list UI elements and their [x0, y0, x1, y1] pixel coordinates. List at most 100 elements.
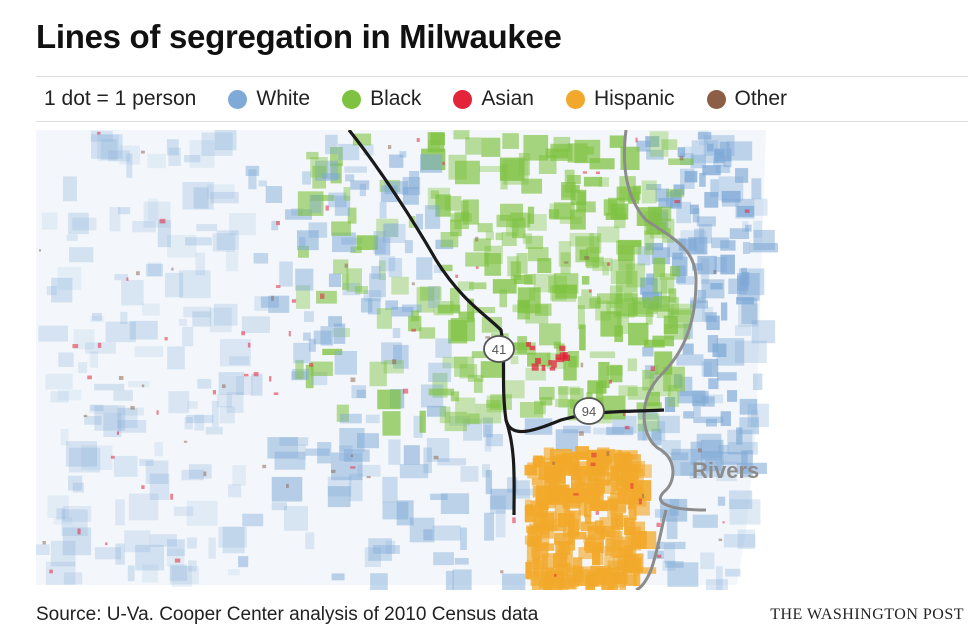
legend-item-asian: Asian [453, 87, 534, 111]
white-population-block [739, 398, 758, 415]
white-population-block [245, 165, 260, 176]
other-population-block [118, 375, 124, 380]
white-population-block [700, 552, 715, 570]
black-population-block [563, 356, 577, 381]
white-population-block [344, 166, 367, 173]
white-population-block [189, 140, 215, 168]
white-population-block [78, 362, 88, 374]
white-population-block [689, 204, 699, 215]
asian-population-block [607, 262, 611, 266]
black-population-block [444, 411, 467, 432]
other-population-block [183, 440, 188, 443]
white-population-block [254, 296, 269, 311]
white-population-block [717, 496, 726, 506]
white-population-block [705, 418, 717, 427]
hispanic-population-block [575, 446, 590, 460]
asian-population-block [559, 345, 566, 352]
white-population-block [271, 220, 279, 231]
hispanic-population-block [531, 477, 544, 486]
black-population-block [500, 203, 524, 221]
asian-population-block [243, 373, 249, 377]
black-population-block [369, 361, 387, 387]
black-population-block [454, 356, 475, 377]
other-population-block [718, 538, 723, 542]
black-population-block [439, 264, 453, 272]
white-population-block [103, 413, 122, 437]
legend-item-hispanic: Hispanic [565, 87, 675, 111]
dot-density-map: 41 94 Rivers [36, 130, 968, 590]
white-population-block [751, 178, 762, 200]
white-population-block [753, 229, 775, 250]
hispanic-population-block [548, 483, 561, 493]
black-population-block [469, 282, 487, 290]
white-population-block [60, 429, 69, 446]
white-population-block [142, 303, 160, 316]
black-population-block [670, 297, 679, 315]
black-population-block [330, 147, 343, 167]
black-population-block [517, 336, 527, 354]
white-population-block [485, 470, 493, 495]
white-population-block [271, 476, 303, 502]
white-population-block [374, 237, 391, 256]
highway-south-line [504, 419, 516, 516]
white-population-block [328, 192, 347, 208]
white-population-block [720, 451, 748, 465]
white-population-block [350, 180, 370, 190]
white-population-block [663, 543, 676, 564]
white-population-block [291, 208, 303, 216]
black-population-block [439, 406, 451, 424]
black-population-block [383, 360, 404, 374]
asian-population-block [549, 367, 556, 371]
black-population-block [587, 380, 607, 394]
asian-population-block [551, 360, 557, 368]
white-population-block [360, 298, 373, 313]
white-population-block [115, 499, 125, 526]
white-population-block [84, 342, 116, 354]
black-population-block [477, 223, 493, 233]
white-population-block [196, 224, 218, 232]
white-population-block [117, 408, 138, 428]
white-population-block [739, 417, 759, 435]
asian-population-block [531, 363, 539, 371]
hispanic-population-block [610, 463, 627, 472]
white-population-block [338, 143, 360, 161]
white-population-block [404, 240, 413, 254]
white-population-block [697, 289, 707, 304]
white-population-block [665, 561, 684, 568]
black-population-block [297, 245, 309, 258]
black-population-block [507, 256, 520, 277]
white-population-block [486, 433, 503, 447]
black-population-block [653, 257, 666, 278]
white-population-block [68, 212, 89, 235]
white-population-block [67, 475, 83, 491]
black-population-block [410, 310, 419, 322]
asian-population-block [573, 493, 579, 496]
white-population-block [351, 385, 367, 399]
black-population-block [484, 253, 501, 276]
white-population-block [167, 539, 185, 557]
white-population-block [129, 320, 158, 340]
black-population-block [553, 341, 561, 349]
white-population-block [368, 538, 392, 561]
white-population-block [661, 440, 681, 455]
white-population-block [274, 451, 306, 470]
white-population-block [73, 329, 95, 350]
white-population-block [169, 566, 199, 585]
white-population-block [720, 302, 728, 321]
white-population-block [295, 268, 314, 291]
white-population-block [399, 464, 429, 479]
white-population-block [214, 130, 237, 151]
white-population-block [149, 534, 177, 547]
black-population-block [666, 188, 685, 198]
other-population-block [350, 454, 354, 458]
white-population-block [251, 373, 263, 396]
white-population-block [182, 181, 214, 210]
white-population-block [389, 154, 404, 168]
white-population-block [127, 565, 135, 582]
white-population-block [381, 342, 402, 365]
white-population-block [385, 540, 396, 554]
white-population-block [94, 383, 125, 391]
white-population-block [126, 153, 133, 178]
white-population-block [399, 151, 407, 158]
white-population-block [424, 205, 441, 229]
